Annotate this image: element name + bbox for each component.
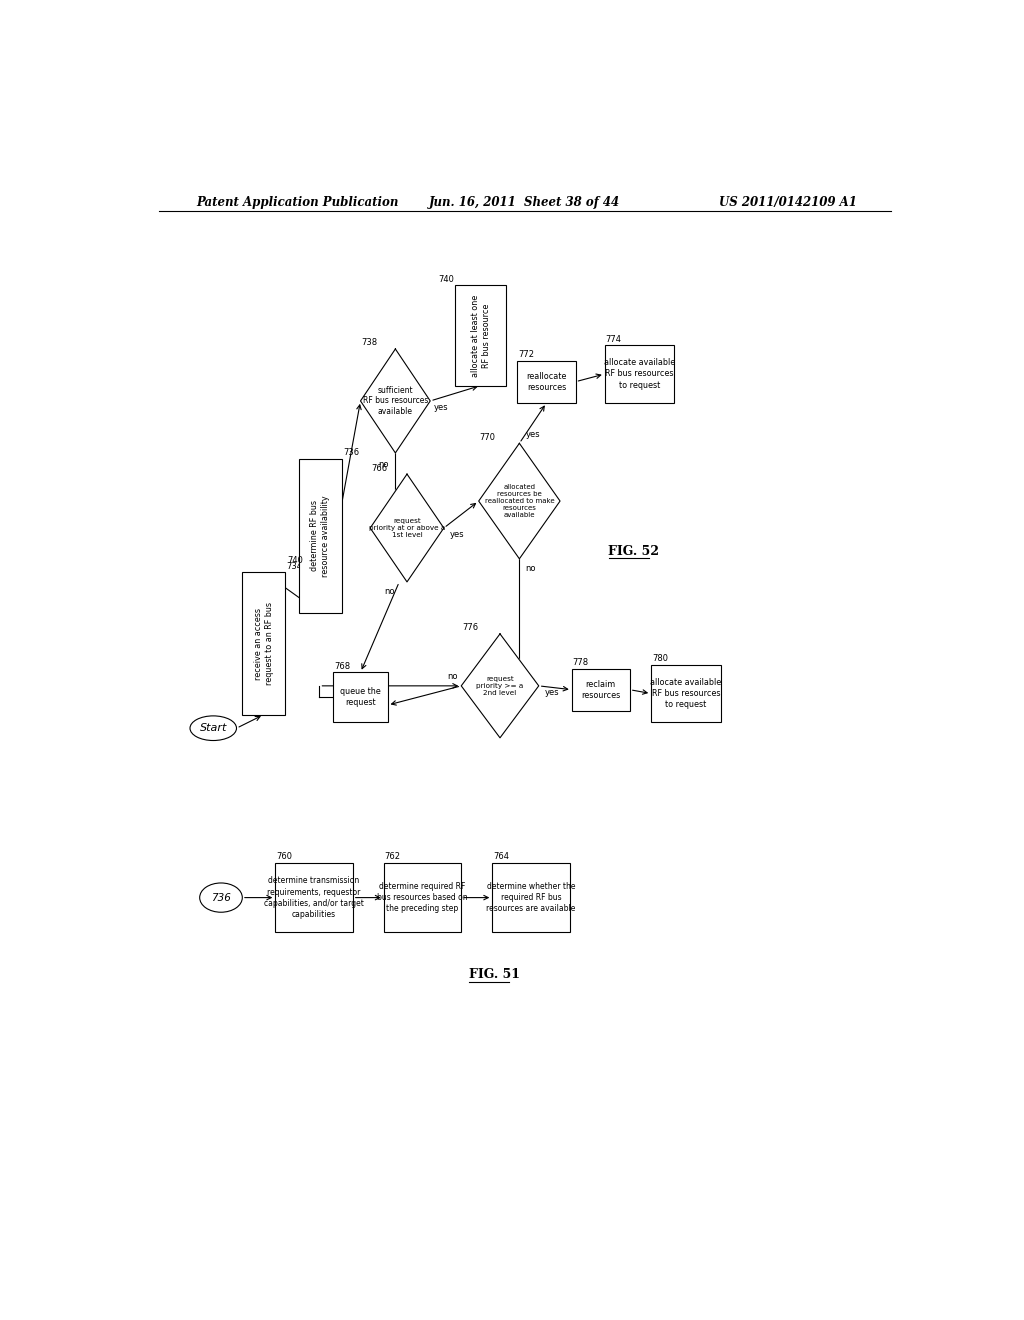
Text: US 2011/0142109 A1: US 2011/0142109 A1 bbox=[719, 195, 856, 209]
Text: 736: 736 bbox=[211, 892, 231, 903]
Text: 764: 764 bbox=[493, 853, 509, 862]
Polygon shape bbox=[571, 668, 630, 711]
Text: determine whether the
required RF bus
resources are available: determine whether the required RF bus re… bbox=[486, 882, 575, 913]
Text: no: no bbox=[379, 459, 389, 469]
Text: 772: 772 bbox=[518, 350, 535, 359]
Text: reallocate
resources: reallocate resources bbox=[526, 372, 566, 392]
Polygon shape bbox=[493, 863, 569, 932]
Polygon shape bbox=[371, 474, 443, 582]
Text: FIG. 52: FIG. 52 bbox=[608, 545, 659, 557]
Polygon shape bbox=[461, 634, 539, 738]
Text: 738: 738 bbox=[361, 338, 378, 347]
Text: queue the
request: queue the request bbox=[340, 688, 381, 708]
Text: 760: 760 bbox=[276, 853, 292, 862]
Text: 762: 762 bbox=[385, 853, 400, 862]
Text: FIG. 51: FIG. 51 bbox=[469, 968, 520, 981]
Polygon shape bbox=[299, 459, 342, 612]
Text: determine transmission
requirements, requestor
capabilities, and/or target
capab: determine transmission requirements, req… bbox=[264, 876, 364, 919]
Text: yes: yes bbox=[450, 529, 465, 539]
Text: Jun. 16, 2011  Sheet 38 of 44: Jun. 16, 2011 Sheet 38 of 44 bbox=[429, 195, 621, 209]
Text: 774: 774 bbox=[605, 334, 622, 343]
Polygon shape bbox=[604, 345, 675, 403]
Polygon shape bbox=[478, 444, 560, 558]
Text: yes: yes bbox=[525, 429, 541, 438]
Text: allocate available
RF bus resources
to request: allocate available RF bus resources to r… bbox=[650, 678, 722, 709]
Text: 766: 766 bbox=[371, 463, 387, 473]
Text: Start: Start bbox=[200, 723, 227, 733]
Text: 778: 778 bbox=[572, 657, 589, 667]
Text: yes: yes bbox=[434, 403, 449, 412]
Text: 770: 770 bbox=[479, 433, 496, 442]
Polygon shape bbox=[456, 285, 506, 385]
Text: allocate at least one
RF bus resource: allocate at least one RF bus resource bbox=[471, 294, 490, 376]
Text: determine RF bus
resource availability: determine RF bus resource availability bbox=[310, 495, 331, 577]
Ellipse shape bbox=[200, 883, 243, 912]
Text: 734: 734 bbox=[287, 562, 302, 570]
Polygon shape bbox=[275, 863, 352, 932]
Text: sufficient
RF bus resources
available: sufficient RF bus resources available bbox=[362, 385, 428, 416]
Text: allocate available
RF bus resources
to request: allocate available RF bus resources to r… bbox=[604, 359, 675, 389]
Polygon shape bbox=[334, 672, 388, 722]
Text: 780: 780 bbox=[652, 655, 668, 663]
Text: Patent Application Publication: Patent Application Publication bbox=[197, 195, 398, 209]
Text: request
priority at or above a
1st level: request priority at or above a 1st level bbox=[369, 517, 445, 539]
Text: 736: 736 bbox=[343, 449, 359, 457]
Text: no: no bbox=[446, 672, 458, 681]
Polygon shape bbox=[360, 348, 430, 453]
Text: reclaim
resources: reclaim resources bbox=[582, 680, 621, 700]
Polygon shape bbox=[243, 573, 285, 714]
Text: 776: 776 bbox=[462, 623, 478, 632]
Ellipse shape bbox=[190, 715, 237, 741]
Text: 768: 768 bbox=[334, 661, 350, 671]
Polygon shape bbox=[384, 863, 461, 932]
Text: request
priority >= a
2nd level: request priority >= a 2nd level bbox=[476, 676, 523, 696]
Text: receive an access
request to an RF bus: receive an access request to an RF bus bbox=[254, 602, 273, 685]
Polygon shape bbox=[651, 665, 721, 722]
Text: determine required RF
bus resources based on
the preceding step: determine required RF bus resources base… bbox=[377, 882, 468, 913]
Text: 740: 740 bbox=[288, 556, 303, 565]
Text: no: no bbox=[385, 586, 395, 595]
Polygon shape bbox=[517, 360, 575, 403]
Text: yes: yes bbox=[545, 688, 559, 697]
Text: allocated
resources be
reallocated to make
resources
available: allocated resources be reallocated to ma… bbox=[484, 484, 554, 517]
Text: no: no bbox=[525, 564, 537, 573]
Text: 740: 740 bbox=[438, 275, 454, 284]
